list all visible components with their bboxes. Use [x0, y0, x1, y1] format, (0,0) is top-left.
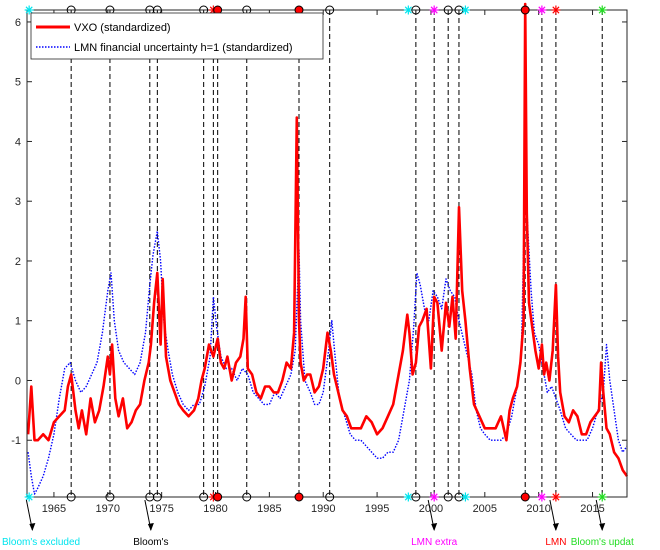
- series-vxo-line: [26, 2, 629, 477]
- marker-red-star-19-top: [551, 5, 561, 15]
- annotation-label: LMN: [545, 537, 566, 548]
- x-tick-label: 1995: [365, 503, 389, 515]
- marker-black-circle-5-bottom: [199, 492, 209, 502]
- marker-green-star-20-top: [597, 5, 607, 15]
- plot-frame: [26, 9, 628, 498]
- series-layer: [26, 2, 629, 495]
- marker-magenta-star-13-bottom-stroke: [430, 493, 438, 501]
- marker-black-circle-1-bottom: [66, 492, 76, 502]
- marker-black-circle-2-bottom: [105, 492, 115, 502]
- x-tick-label: 1975: [149, 503, 173, 515]
- marker-magenta-star-13-bottom: [429, 492, 439, 502]
- marker-cyan-star-0-bottom: [24, 492, 34, 502]
- legend-box: [30, 12, 324, 60]
- x-tick-label: 1990: [311, 503, 335, 515]
- marker-cyan-star-0-bottom-stroke: [25, 493, 33, 501]
- marker-cyan-star-16-top: [460, 5, 470, 15]
- x-tick-label: 2005: [473, 503, 497, 515]
- marker-black-circle-4-bottom: [152, 492, 162, 502]
- y-tick-label: 4: [15, 136, 21, 148]
- annotation-4: Bloom's updat: [571, 499, 634, 548]
- x-tick-label: 2015: [580, 503, 604, 515]
- marker-black-circle-10-bottom: [325, 492, 335, 502]
- marker-magenta-star-18-top: [537, 5, 547, 15]
- marker-black-circle-8-bottom: [242, 492, 252, 502]
- annotation-label: Bloom's excluded: [2, 537, 80, 548]
- marker-cyan-star-11-top-stroke: [404, 6, 412, 14]
- marker-green-star-20-bottom: [597, 492, 607, 502]
- edge-markers: [24, 5, 607, 502]
- annotation-arrow-head: [147, 523, 154, 531]
- marker-cyan-star-16-bottom: [460, 492, 470, 502]
- y-tick-label: 0: [15, 375, 21, 387]
- marker-cyan-star-11-bottom-stroke: [404, 493, 412, 501]
- x-tick-label: 1985: [257, 503, 281, 515]
- event-lines: [70, 10, 603, 497]
- legend-label-vxo: VXO (standardized): [74, 22, 171, 34]
- marker-red-circle-9-bottom: [294, 492, 304, 502]
- marker-cyan-star-16-bottom-stroke: [461, 493, 469, 501]
- x-tick-label: 1980: [203, 503, 227, 515]
- marker-red-star-19-top-stroke: [552, 6, 560, 14]
- marker-magenta-star-13-top-stroke: [430, 6, 438, 14]
- annotation-label: LMN extra: [411, 537, 458, 548]
- marker-black-circle-14-top: [443, 5, 453, 15]
- marker-cyan-star-11-top: [403, 5, 413, 15]
- marker-black-circle-10-top: [325, 5, 335, 15]
- marker-green-star-20-bottom-stroke: [598, 493, 606, 501]
- marker-magenta-star-18-bottom: [537, 492, 547, 502]
- y-tick-label: 6: [15, 17, 21, 29]
- marker-black-circle-12-bottom: [411, 492, 421, 502]
- marker-magenta-star-13-top: [429, 5, 439, 15]
- annotation-arrow-head: [431, 523, 438, 531]
- marker-red-circle-17-bottom: [520, 492, 530, 502]
- annotation-label: Bloom's: [133, 537, 168, 548]
- marker-magenta-star-18-top-stroke: [538, 6, 546, 14]
- annotation-label: Bloom's updat: [571, 537, 634, 548]
- marker-cyan-star-11-bottom: [403, 492, 413, 502]
- y-tick-label: 1: [15, 316, 21, 328]
- marker-green-star-20-top-stroke: [598, 6, 606, 14]
- bottom-annotations: Bloom's excluded Bloom's LMN extra LMN Bloom…: [2, 499, 634, 548]
- series-lmn-line: [27, 170, 628, 495]
- marker-cyan-star-16-top-stroke: [461, 6, 469, 14]
- marker-red-circle-17-top: [520, 5, 530, 15]
- annotation-arrow-head: [599, 523, 606, 531]
- x-tick-label: 2000: [419, 503, 443, 515]
- x-tick-label: 1965: [42, 503, 66, 515]
- marker-black-circle-14-bottom: [443, 492, 453, 502]
- marker-red-star-19-bottom-stroke: [552, 493, 560, 501]
- marker-red-star-19-bottom: [551, 492, 561, 502]
- marker-cyan-star-0-top-stroke: [25, 6, 33, 14]
- annotation-0: Bloom's excluded: [2, 499, 80, 548]
- axis-ticks: 1965 1970 1975 1980 1985 1990 1995 2000 2005 2010…: [11, 10, 627, 515]
- x-tick-label: 1970: [96, 503, 120, 515]
- annotation-arrow-head: [552, 523, 559, 531]
- y-tick-label: 3: [15, 196, 21, 208]
- marker-red-circle-7-bottom: [213, 492, 223, 502]
- y-tick-label: 2: [15, 256, 21, 268]
- y-tick-label: 5: [15, 77, 21, 89]
- annotation-arrow-head: [29, 523, 36, 531]
- annotation-3: LMN: [545, 499, 566, 548]
- legend: VXO (standardized) LMN financial uncerta…: [30, 12, 324, 60]
- x-tick-label: 2010: [526, 503, 550, 515]
- marker-black-circle-12-top: [411, 5, 421, 15]
- marker-magenta-star-18-bottom-stroke: [538, 493, 546, 501]
- y-tick-label: -1: [11, 435, 21, 447]
- legend-label-lmn: LMN financial uncertainty h=1 (standardi…: [74, 42, 293, 54]
- marker-cyan-star-0-top: [24, 5, 34, 15]
- annotation-2: LMN extra: [411, 499, 458, 548]
- annotation-1: Bloom's: [133, 499, 169, 548]
